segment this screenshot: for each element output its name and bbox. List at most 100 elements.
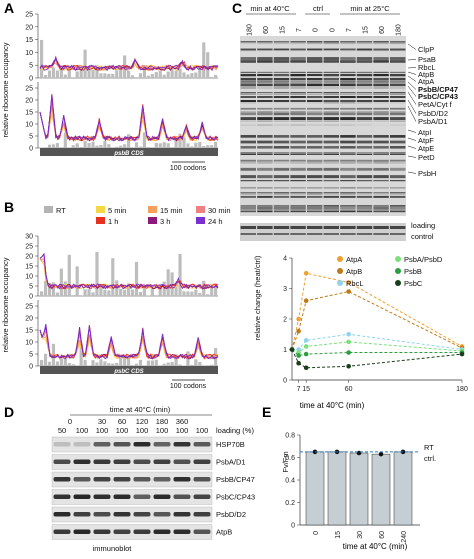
b-top-rt-bar [123,290,126,296]
panel-d-header: time at 40°C (min) [110,405,171,414]
lane-label-2: 15 [280,26,287,34]
b-top-rt-bar [107,290,110,296]
a-top-tick-label: 20 [25,24,33,31]
rt-ctrl-label-line1: RT [424,443,434,452]
band-pointer-10 [408,130,416,133]
gel-band [340,72,355,73]
blot-band-4-7 [194,512,211,517]
lc-legend-dot-3 [395,256,401,262]
blot-band-4-5 [154,512,171,517]
gel-band [324,49,339,51]
gel-band [290,57,305,60]
gel-band [290,196,305,198]
loading-band [241,226,256,229]
gel-band [274,117,289,120]
band-pointer-12 [408,146,416,149]
gel-band [274,96,289,98]
gel-band [324,96,339,98]
gel-band [257,154,272,155]
blot-band-3-6 [174,495,191,500]
gel-band [340,121,355,122]
gel-band [274,93,289,94]
gel-band [257,205,272,207]
gel-band [290,84,305,86]
gel-band [357,187,372,188]
gel-band [257,192,272,193]
a-top-rt-bar [167,72,170,78]
gel-band [373,113,388,115]
gel-band [274,210,289,212]
band-pointer-4 [408,76,416,82]
scale-label-b: 100 codons [170,383,207,390]
gel-band [324,196,339,198]
gel-band [324,72,339,73]
gel-band [390,168,405,170]
gel-band [324,117,339,120]
legend-swatch-4 [96,217,105,224]
gel-band [390,121,405,122]
band-label-14: PsbH [418,169,436,178]
b-bot-rt-bar [99,359,102,366]
gel-band [373,60,388,62]
gel-band [340,141,355,144]
blot-band-1-2 [94,460,111,465]
lane-label-0: 180 [246,24,253,36]
e-ytick-label: 0.2 [285,500,295,507]
b-bot-trace-3 [40,325,218,359]
bar-15 [328,452,346,525]
b-bot-rt-bar [64,359,67,366]
gel-band [307,161,322,162]
gel-band [390,135,405,138]
legend-swatch-1 [96,206,105,213]
loading-band [390,233,405,235]
b-top-rt-bar [111,258,114,296]
gel-band [357,113,372,115]
legend-swatch-6 [196,217,205,224]
d-time-5: 360 [176,417,189,426]
panel-b-ylabel: relative ribosome occupancy [1,257,10,352]
gel-band [340,124,355,125]
lc-legend-label-2: RbcL [346,279,364,288]
b-bot-rt-bar [190,365,193,366]
b-bot-rt-bar [72,364,75,366]
b-top-rt-bar [44,281,47,296]
b-bot-rt-bar [107,363,110,366]
gel-band [340,74,355,76]
gel-band [307,100,322,102]
gel-band [307,80,322,83]
gel-band [241,168,256,170]
a-top-rt-bar [135,77,138,78]
loading-background [240,223,406,241]
a-top-rt-bar [163,75,166,78]
a-bot-rt-bar [143,132,146,148]
a-top-rt-bar [115,70,118,78]
a-top-rt-bar [206,52,209,78]
blot-band-5-1 [74,530,91,535]
bar-0 [306,452,324,525]
lane-label-1: 60 [263,26,270,34]
point-PsbC-0 [290,347,295,352]
gel-band [357,86,372,89]
b-top-rt-bar [135,262,138,296]
immunoblot-label: immunoblot [93,544,133,553]
legend-label-6: 24 h [208,217,223,226]
gel-band [307,57,322,60]
a-bot-rt-bar [76,143,79,148]
d-loading-4: 100 [136,426,149,435]
gel-band [290,117,305,120]
loading-band [340,226,355,229]
b-top-rt-bar [198,293,201,296]
gel-band [357,210,372,212]
legend-label-5: 3 h [160,217,170,226]
gel-band [357,207,372,210]
gel-band [373,78,388,80]
a-top-tick-label: 0 [29,76,33,83]
a-bot-rt-bar [99,145,102,148]
lane-label-5: 0 [329,28,336,32]
b-bot-rt-bar [198,362,201,366]
b-top-tick-label: 15 [25,264,33,271]
gel-band [307,74,322,76]
a-top-rt-bar [127,71,130,78]
